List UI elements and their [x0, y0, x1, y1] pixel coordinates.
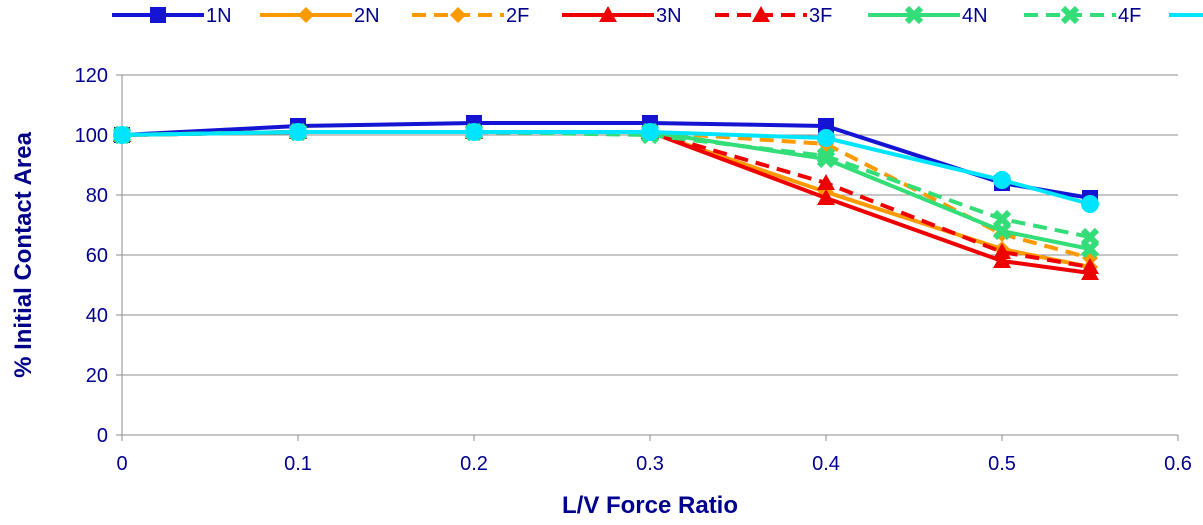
legend-label-2F: 2F [506, 5, 529, 27]
legend-label-4F: 4F [1118, 5, 1141, 27]
point-5N-3 [641, 123, 659, 141]
legend-item-2F: 2F [412, 5, 529, 27]
point-5N-6 [1081, 195, 1099, 213]
legend-marker-4N [904, 5, 924, 25]
point-3N-4 [817, 189, 835, 205]
legend-label-3F: 3F [809, 5, 832, 27]
point-4F-6 [1080, 227, 1100, 247]
y-tick-label-3: 60 [86, 245, 108, 267]
legend-item-1N: 1N [112, 5, 232, 27]
legend-label-3N: 3N [656, 5, 682, 27]
legend-marker-3N [599, 6, 617, 22]
series-layer [112, 115, 1100, 280]
x-tick-label-5: 0.5 [988, 453, 1016, 475]
y-tick-label-5: 100 [75, 125, 108, 147]
x-tick-label-3: 0.3 [636, 453, 664, 475]
legend-item-2N: 2N [260, 5, 380, 27]
y-tick-label-0: 0 [97, 425, 108, 447]
x-axis-title: L/V Force Ratio [562, 492, 738, 519]
y-axis-title: % Initial Contact Area [10, 131, 37, 377]
point-3F-5 [993, 243, 1011, 259]
legend-item-5N: 5N [1169, 13, 1203, 17]
series-3F [113, 123, 1099, 274]
point-3N-5 [993, 252, 1011, 268]
legend-marker-1N [150, 7, 166, 23]
x-tick-label-4: 0.4 [812, 453, 840, 475]
y-tick-label-6: 120 [75, 65, 108, 87]
series-4N [112, 122, 1100, 259]
x-tick-label-0: 0 [116, 453, 127, 475]
legend-label-1N: 1N [206, 5, 232, 27]
y-tick-label-2: 40 [86, 305, 108, 327]
legend-item-4N: 4N [868, 5, 988, 27]
series-5N [113, 123, 1099, 213]
point-4F-4 [816, 146, 836, 166]
legend-marker-2N [298, 7, 314, 23]
legend-marker-3F [752, 6, 770, 22]
point-3F-6 [1081, 258, 1099, 274]
point-4F-5 [992, 209, 1012, 229]
point-5N-0 [113, 126, 131, 144]
y-tick-label-1: 20 [86, 365, 108, 387]
series-4F [112, 122, 1100, 247]
series-line-2N [121, 130, 1091, 269]
legend-marker-4F [1060, 5, 1080, 25]
legend-item-4F: 4F [1024, 5, 1141, 27]
x-tick-label-1: 0.1 [284, 453, 312, 475]
legend-item-3F: 3F [715, 5, 832, 27]
legend-label-4N: 4N [962, 5, 988, 27]
series-line-4F [121, 130, 1091, 239]
series-line-3N [121, 130, 1091, 275]
point-5N-2 [465, 123, 483, 141]
point-3F-4 [817, 174, 835, 190]
tick-labels: 0 0.1 0.2 0.3 0.4 0.5 0.6 0 20 40 60 80 100 120 [75, 65, 1192, 475]
legend: 1N 2N 2F 3N 3F 4N 4F 5N [112, 5, 1203, 27]
y-tick-label-4: 80 [86, 185, 108, 207]
series-line-5N [121, 130, 1091, 206]
point-5N-4 [817, 129, 835, 147]
legend-label-2N: 2N [354, 5, 380, 27]
x-tick-label-2: 0.2 [460, 453, 488, 475]
point-5N-1 [289, 123, 307, 141]
legend-item-3N: 3N [562, 5, 682, 27]
series-1N [114, 115, 1098, 206]
legend-marker-2F [450, 7, 466, 23]
series-line-3F [121, 130, 1091, 269]
x-tick-label-6: 0.6 [1164, 453, 1192, 475]
point-5N-5 [993, 171, 1011, 189]
